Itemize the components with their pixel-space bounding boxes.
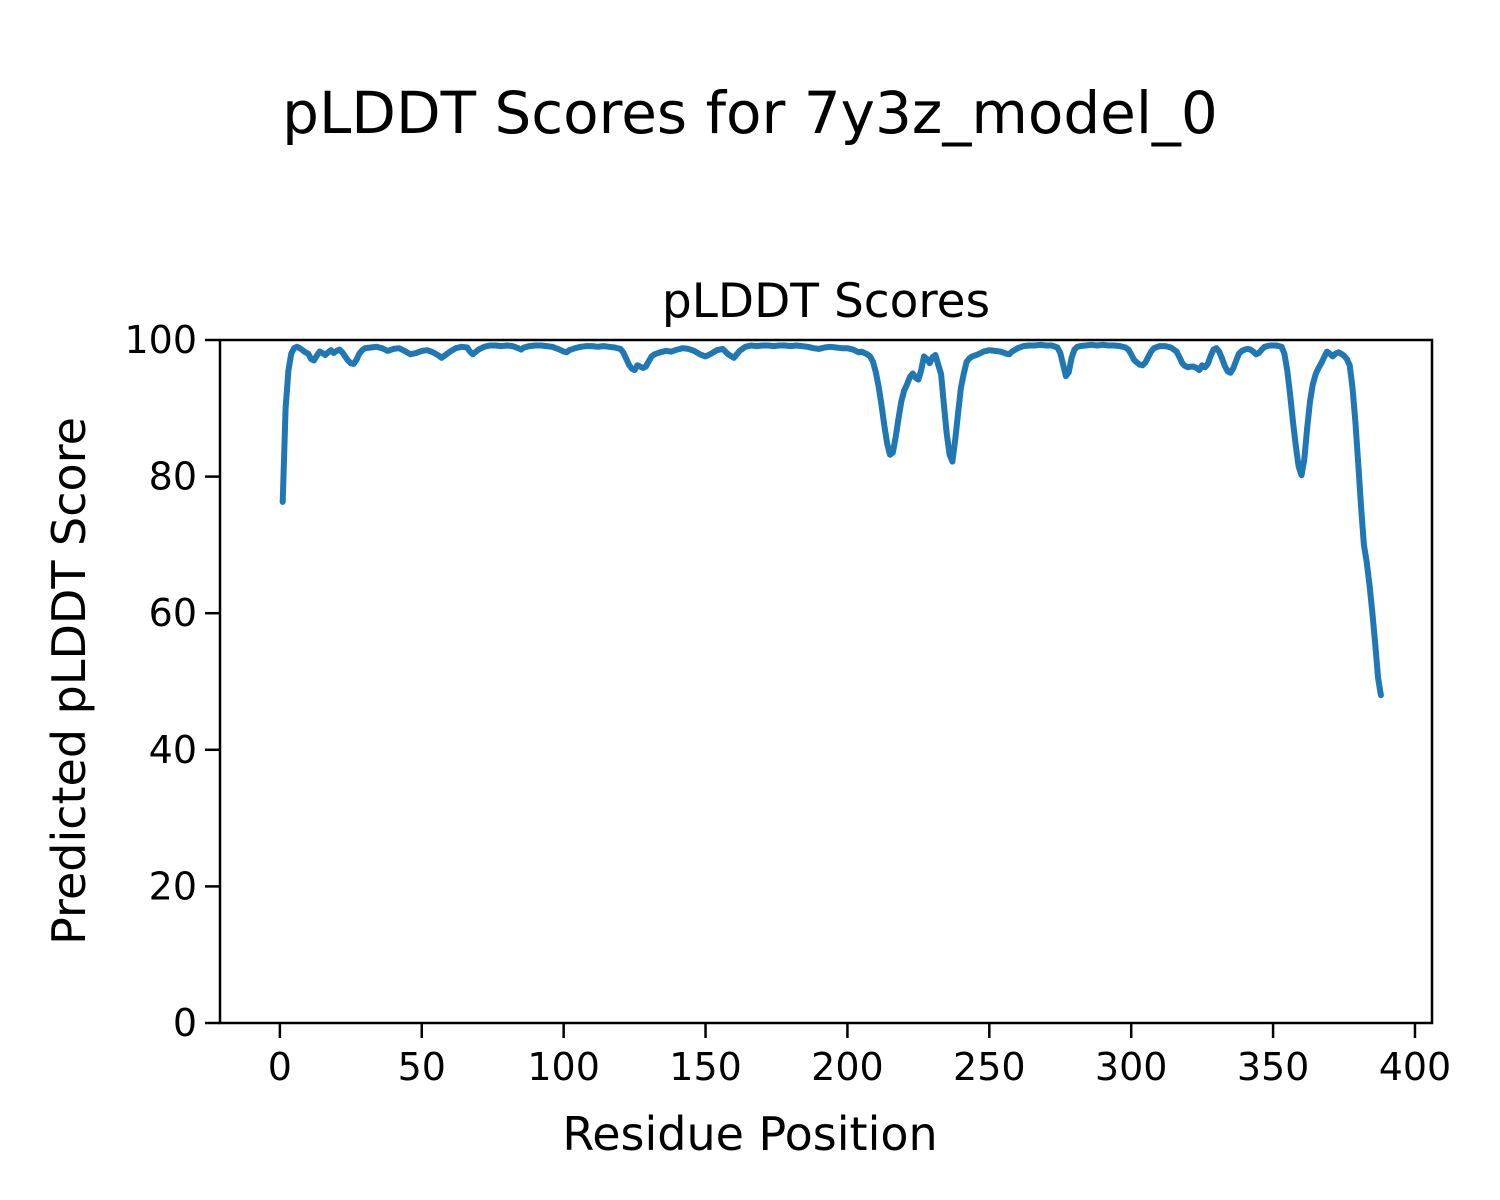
figure-suptitle: pLDDT Scores for 7y3z_model_0 bbox=[282, 79, 1218, 147]
y-tick-label: 80 bbox=[149, 455, 197, 499]
x-tick-label: 150 bbox=[669, 1045, 742, 1089]
x-tick-label: 0 bbox=[268, 1045, 292, 1089]
y-tick-label: 0 bbox=[173, 1001, 197, 1045]
x-tick-label: 250 bbox=[953, 1045, 1026, 1089]
x-tick-label: 100 bbox=[527, 1045, 600, 1089]
x-tick-label: 50 bbox=[398, 1045, 446, 1089]
y-tick-label: 40 bbox=[149, 728, 197, 772]
axes-title: pLDDT Scores bbox=[662, 274, 990, 329]
y-tick-label: 100 bbox=[124, 318, 197, 362]
axes-spines bbox=[218, 338, 1434, 1025]
x-axis-label: Residue Position bbox=[562, 1107, 937, 1161]
x-tick-label: 350 bbox=[1237, 1045, 1310, 1089]
x-tick-label: 400 bbox=[1379, 1045, 1452, 1089]
y-tick-label: 20 bbox=[149, 864, 197, 908]
y-axis-label: Predicted pLDDT Score bbox=[42, 417, 96, 945]
chart-root: 0 50 100 150 200 250 300 350 400 0 20 40 60 80 100 bbox=[124, 318, 1451, 1089]
x-tick-label: 300 bbox=[1095, 1045, 1168, 1089]
plddt-score-line bbox=[279, 341, 1384, 699]
x-tick-label: 200 bbox=[811, 1045, 884, 1089]
y-tick-label: 60 bbox=[149, 591, 197, 635]
